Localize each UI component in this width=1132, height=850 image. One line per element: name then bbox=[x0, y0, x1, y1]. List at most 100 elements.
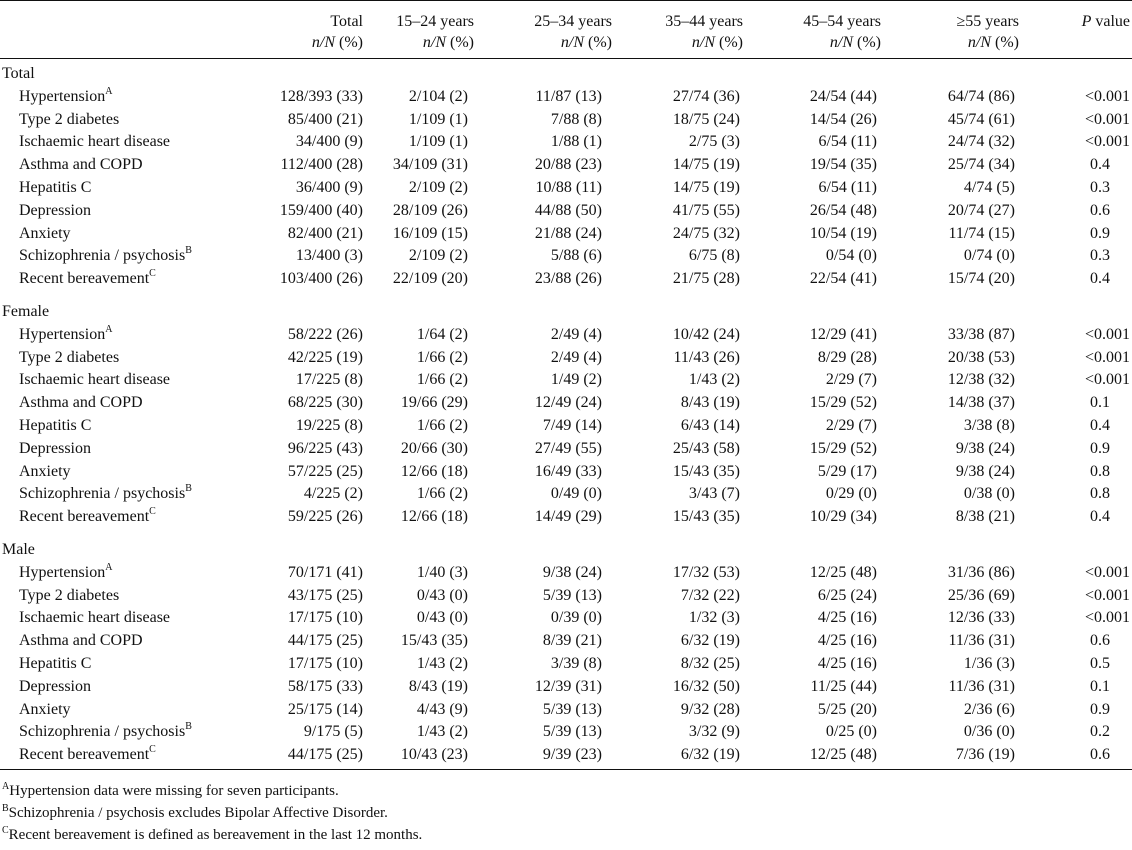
table-row: Depression 159/400 (40) 28/109 (26) 44/88 (… bbox=[0, 200, 1132, 223]
table-cell: 13/400 (3) bbox=[244, 245, 370, 268]
condition-name: Hypertension bbox=[19, 88, 105, 105]
table-cell: 0/38 (0) bbox=[911, 483, 1049, 506]
row-label: Schizophrenia / psychosisB bbox=[0, 245, 244, 268]
pvalue-cell: 0.1 bbox=[1049, 392, 1132, 415]
table-cell: 11/43 (26) bbox=[637, 347, 774, 370]
condition-name: Ischaemic heart disease bbox=[19, 371, 170, 388]
table-cell: 15/43 (35) bbox=[637, 506, 774, 529]
table-cell: 8/29 (28) bbox=[774, 347, 911, 370]
table-cell: 12/49 (24) bbox=[502, 392, 637, 415]
pvalue-cell: 0.8 bbox=[1049, 483, 1132, 506]
column-header: ≥55 years n/N (%) bbox=[911, 1, 1049, 59]
table-cell: 1/109 (1) bbox=[370, 131, 502, 154]
table-cell: 34/109 (31) bbox=[370, 154, 502, 177]
condition-name: Hepatitis C bbox=[19, 179, 91, 196]
section-spacer bbox=[0, 529, 1132, 539]
table-cell: 6/54 (11) bbox=[774, 177, 911, 200]
condition-name: Hepatitis C bbox=[19, 655, 91, 672]
table-row: Depression 96/225 (43) 20/66 (30) 27/49 (55… bbox=[0, 438, 1132, 461]
column-header-nn: n/N bbox=[830, 34, 853, 51]
table-cell: 70/171 (41) bbox=[244, 562, 370, 585]
condition-name: Schizophrenia / psychosis bbox=[19, 723, 185, 740]
pvalue-cell: 0.9 bbox=[1049, 438, 1132, 461]
table-row: Asthma and COPD 68/225 (30) 19/66 (29) 12/4… bbox=[0, 392, 1132, 415]
table-cell: 24/74 (32) bbox=[911, 131, 1049, 154]
condition-name: Schizophrenia / psychosis bbox=[19, 485, 185, 502]
table-cell: 17/175 (10) bbox=[244, 653, 370, 676]
table-cell: 10/43 (23) bbox=[370, 744, 502, 769]
header-row-label bbox=[0, 1, 244, 59]
condition-name: Asthma and COPD bbox=[19, 156, 143, 173]
table-cell: 9/38 (24) bbox=[911, 461, 1049, 484]
table-cell: 0/39 (0) bbox=[502, 607, 637, 630]
table-cell: 34/400 (9) bbox=[244, 131, 370, 154]
table-cell: 68/225 (30) bbox=[244, 392, 370, 415]
table-cell: 6/25 (24) bbox=[774, 585, 911, 608]
table-cell: 19/54 (35) bbox=[774, 154, 911, 177]
column-header-subtitle: n/N (%) bbox=[912, 32, 1019, 53]
table-cell: 8/32 (25) bbox=[637, 653, 774, 676]
row-label: Depression bbox=[0, 200, 244, 223]
table-cell: 1/66 (2) bbox=[370, 347, 502, 370]
condition-name: Asthma and COPD bbox=[19, 632, 143, 649]
pvalue-cell: 0.4 bbox=[1049, 268, 1132, 291]
table-cell: 10/42 (24) bbox=[637, 324, 774, 347]
row-label: Hepatitis C bbox=[0, 415, 244, 438]
table-cell: 27/49 (55) bbox=[502, 438, 637, 461]
table-row: Schizophrenia / psychosisB 9/175 (5) 1/43 … bbox=[0, 721, 1132, 744]
pvalue-cell: 0.1 bbox=[1049, 676, 1132, 699]
section-title: Total bbox=[0, 59, 1132, 86]
table-cell: 0/74 (0) bbox=[911, 245, 1049, 268]
table-cell: 25/175 (14) bbox=[244, 699, 370, 722]
pvalue-cell: <0.001 bbox=[1049, 131, 1132, 154]
table-cell: 2/29 (7) bbox=[774, 415, 911, 438]
condition-name: Hepatitis C bbox=[19, 417, 91, 434]
table-cell: 22/109 (20) bbox=[370, 268, 502, 291]
table-cell: 14/49 (29) bbox=[502, 506, 637, 529]
footnote-letter: C bbox=[2, 825, 9, 836]
section-title: Female bbox=[0, 301, 1132, 324]
table-cell: 2/29 (7) bbox=[774, 369, 911, 392]
table-cell: 1/66 (2) bbox=[370, 483, 502, 506]
table-cell: 6/54 (11) bbox=[774, 131, 911, 154]
column-header-subtitle: n/N (%) bbox=[775, 32, 881, 53]
pvalue-cell: <0.001 bbox=[1049, 86, 1132, 109]
footnote-marker: C bbox=[149, 268, 156, 279]
table-cell: 43/175 (25) bbox=[244, 585, 370, 608]
table-cell: 9/38 (24) bbox=[502, 562, 637, 585]
column-header-title: 35–44 years bbox=[638, 11, 743, 32]
table-cell: 3/43 (7) bbox=[637, 483, 774, 506]
table-cell: 58/175 (33) bbox=[244, 676, 370, 699]
table-cell: 16/109 (15) bbox=[370, 223, 502, 246]
table-cell: 0/29 (0) bbox=[774, 483, 911, 506]
table-cell: 23/88 (26) bbox=[502, 268, 637, 291]
table-cell: 15/29 (52) bbox=[774, 392, 911, 415]
condition-name: Ischaemic heart disease bbox=[19, 133, 170, 150]
table-row: Depression 58/175 (33) 8/43 (19) 12/39 (31)… bbox=[0, 676, 1132, 699]
footnote-marker: B bbox=[185, 721, 192, 732]
row-label: Hepatitis C bbox=[0, 653, 244, 676]
condition-name: Depression bbox=[19, 202, 91, 219]
table-cell: 11/87 (13) bbox=[502, 86, 637, 109]
table-cell: 1/109 (1) bbox=[370, 109, 502, 132]
footnote: BSchizophrenia / psychosis excludes Bipo… bbox=[2, 802, 1132, 824]
section-row: Male bbox=[0, 539, 1132, 562]
row-label: Schizophrenia / psychosisB bbox=[0, 721, 244, 744]
column-header-nn: n/N bbox=[423, 34, 446, 51]
table-cell: 6/75 (8) bbox=[637, 245, 774, 268]
row-label: Schizophrenia / psychosisB bbox=[0, 483, 244, 506]
table-cell: 14/38 (37) bbox=[911, 392, 1049, 415]
table-row: Recent bereavementC 103/400 (26) 22/109 (2… bbox=[0, 268, 1132, 291]
column-header-pct: (%) bbox=[335, 34, 363, 51]
row-label: Ischaemic heart disease bbox=[0, 131, 244, 154]
table-cell: 96/225 (43) bbox=[244, 438, 370, 461]
table-cell: 1/36 (3) bbox=[911, 653, 1049, 676]
table-body: Total HypertensionA 128/393 (33) 2/104 (2) 1… bbox=[0, 59, 1132, 770]
table-cell: 9/39 (23) bbox=[502, 744, 637, 769]
condition-name: Recent bereavement bbox=[19, 746, 149, 763]
table-cell: 16/32 (50) bbox=[637, 676, 774, 699]
table-cell: 4/74 (5) bbox=[911, 177, 1049, 200]
column-header-pct: (%) bbox=[991, 34, 1019, 51]
table-row: Ischaemic heart disease 17/225 (8) 1/66 (2… bbox=[0, 369, 1132, 392]
table-cell: 4/25 (16) bbox=[774, 630, 911, 653]
